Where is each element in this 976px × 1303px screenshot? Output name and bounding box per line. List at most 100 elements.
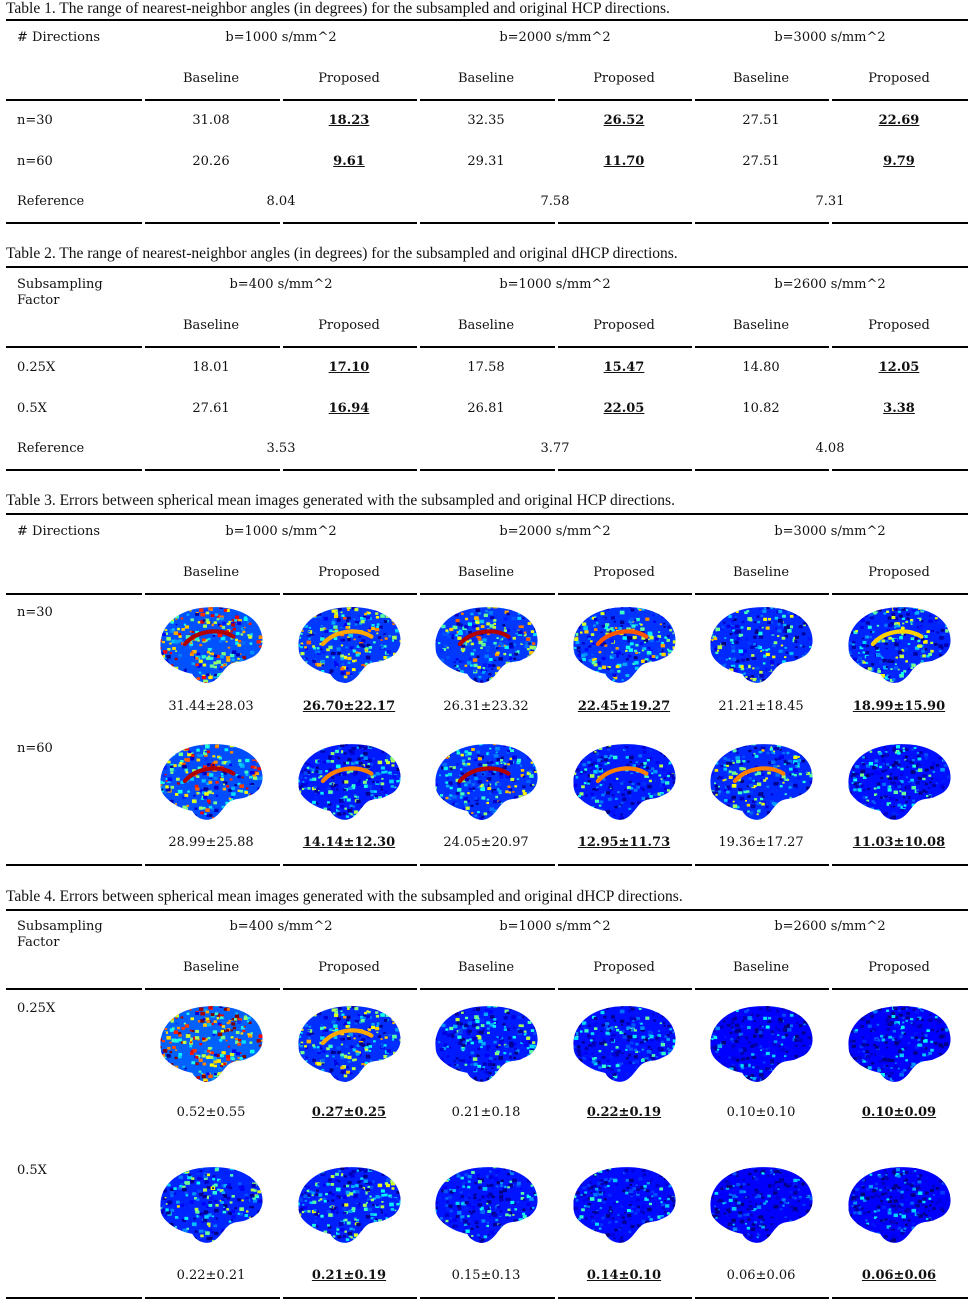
table-cell: 0.21±0.19 xyxy=(311,1268,387,1283)
header-rule xyxy=(283,346,417,348)
group-header: b=2000 s/mm^2 xyxy=(499,524,611,539)
header-rule xyxy=(283,593,417,595)
table-bottom-rule xyxy=(145,469,280,471)
table-bottom-rule xyxy=(283,1297,417,1299)
table-cell: 17.10 xyxy=(328,360,370,375)
header-rule xyxy=(420,593,555,595)
spherical-mean-error-map xyxy=(160,607,263,683)
row-label: 0.5X xyxy=(17,1163,47,1178)
column-subheader: Proposed xyxy=(593,565,655,580)
table-cell: 22.45±19.27 xyxy=(577,699,671,714)
header-rule xyxy=(695,99,829,101)
table-cell: 0.10±0.09 xyxy=(861,1105,937,1120)
spherical-mean-error-map xyxy=(848,607,951,683)
spherical-mean-error-map xyxy=(573,744,676,820)
column-subheader: Baseline xyxy=(732,71,790,86)
header-rule xyxy=(832,346,968,348)
spherical-mean-error-map xyxy=(298,744,401,820)
table-caption: Table 1. The range of nearest-neighbor a… xyxy=(6,0,670,17)
group-header: b=3000 s/mm^2 xyxy=(774,524,886,539)
column-subheader: Proposed xyxy=(868,318,930,333)
table-cell: 12.05 xyxy=(878,360,920,375)
header-rule xyxy=(283,988,417,990)
table-bottom-rule xyxy=(695,864,829,866)
column-subheader: Baseline xyxy=(182,565,240,580)
table-bottom-rule xyxy=(832,1297,968,1299)
table-bottom-rule xyxy=(145,864,280,866)
spherical-mean-error-map xyxy=(435,1006,538,1082)
table-bottom-rule xyxy=(283,469,417,471)
table-cell: 0.14±0.10 xyxy=(586,1268,662,1283)
reference-value: 4.08 xyxy=(815,441,845,456)
table-bottom-rule xyxy=(558,864,692,866)
row-label: n=30 xyxy=(17,113,53,128)
header-rule xyxy=(558,99,692,101)
column-subheader: Proposed xyxy=(318,565,380,580)
table-bottom-rule xyxy=(6,1297,142,1299)
table-cell: 31.44±28.03 xyxy=(168,699,254,714)
spherical-mean-error-map xyxy=(710,1006,813,1082)
table-cell: 24.05±20.97 xyxy=(443,835,529,850)
table-cell: 14.14±12.30 xyxy=(302,835,396,850)
spherical-mean-error-map xyxy=(848,1167,951,1243)
table-cell: 3.38 xyxy=(883,401,915,416)
column-subheader: Baseline xyxy=(457,960,515,975)
column-subheader: Proposed xyxy=(593,960,655,975)
table-caption: Table 2. The range of nearest-neighbor a… xyxy=(6,245,678,262)
table-top-rule xyxy=(6,909,968,911)
table-cell: 27.51 xyxy=(742,154,780,169)
header-rule xyxy=(6,593,142,595)
row-label: n=30 xyxy=(17,605,53,620)
table-bottom-rule xyxy=(420,864,555,866)
row-header: Subsampling Factor xyxy=(17,919,103,950)
table-cell: 0.06±0.06 xyxy=(861,1268,937,1283)
table-bottom-rule xyxy=(695,469,829,471)
spherical-mean-error-map xyxy=(573,1006,676,1082)
table-cell: 19.36±17.27 xyxy=(718,835,804,850)
spherical-mean-error-map xyxy=(848,1006,951,1082)
table-cell: 32.35 xyxy=(467,113,505,128)
row-label: 0.25X xyxy=(17,1001,56,1016)
table-bottom-rule xyxy=(832,222,968,224)
column-subheader: Proposed xyxy=(868,565,930,580)
table-bottom-rule xyxy=(145,1297,280,1299)
row-label: 0.5X xyxy=(17,401,47,416)
column-subheader: Proposed xyxy=(868,960,930,975)
table-bottom-rule xyxy=(558,1297,692,1299)
column-subheader: Baseline xyxy=(732,318,790,333)
table-cell: 26.70±22.17 xyxy=(302,699,396,714)
table-cell: 14.80 xyxy=(742,360,780,375)
table-cell: 11.70 xyxy=(603,154,645,169)
table-cell: 27.51 xyxy=(742,113,780,128)
column-subheader: Baseline xyxy=(182,960,240,975)
table-caption: Table 4. Errors between spherical mean i… xyxy=(6,888,683,905)
table-cell: 29.31 xyxy=(467,154,505,169)
reference-label: Reference xyxy=(17,194,85,209)
group-header: b=2600 s/mm^2 xyxy=(774,277,886,292)
table-bottom-rule xyxy=(832,864,968,866)
header-rule xyxy=(145,988,280,990)
table-cell: 16.94 xyxy=(328,401,370,416)
header-rule xyxy=(283,99,417,101)
table-cell: 22.69 xyxy=(878,113,920,128)
reference-value: 3.53 xyxy=(266,441,296,456)
table-cell: 26.81 xyxy=(467,401,505,416)
spherical-mean-error-map xyxy=(160,744,263,820)
table-cell: 22.05 xyxy=(603,401,645,416)
table-cell: 10.82 xyxy=(742,401,780,416)
header-rule xyxy=(695,593,829,595)
column-subheader: Proposed xyxy=(318,318,380,333)
table-cell: 28.99±25.88 xyxy=(168,835,254,850)
group-header: b=1000 s/mm^2 xyxy=(499,919,611,934)
table-cell: 31.08 xyxy=(192,113,230,128)
header-rule xyxy=(6,346,142,348)
group-header: b=1000 s/mm^2 xyxy=(499,277,611,292)
spherical-mean-error-map xyxy=(710,744,813,820)
spherical-mean-error-map xyxy=(435,607,538,683)
table-top-rule xyxy=(6,513,968,515)
header-rule xyxy=(558,988,692,990)
group-header: b=2000 s/mm^2 xyxy=(499,30,611,45)
table-cell: 26.52 xyxy=(603,113,645,128)
header-rule xyxy=(145,99,280,101)
header-rule xyxy=(420,99,555,101)
